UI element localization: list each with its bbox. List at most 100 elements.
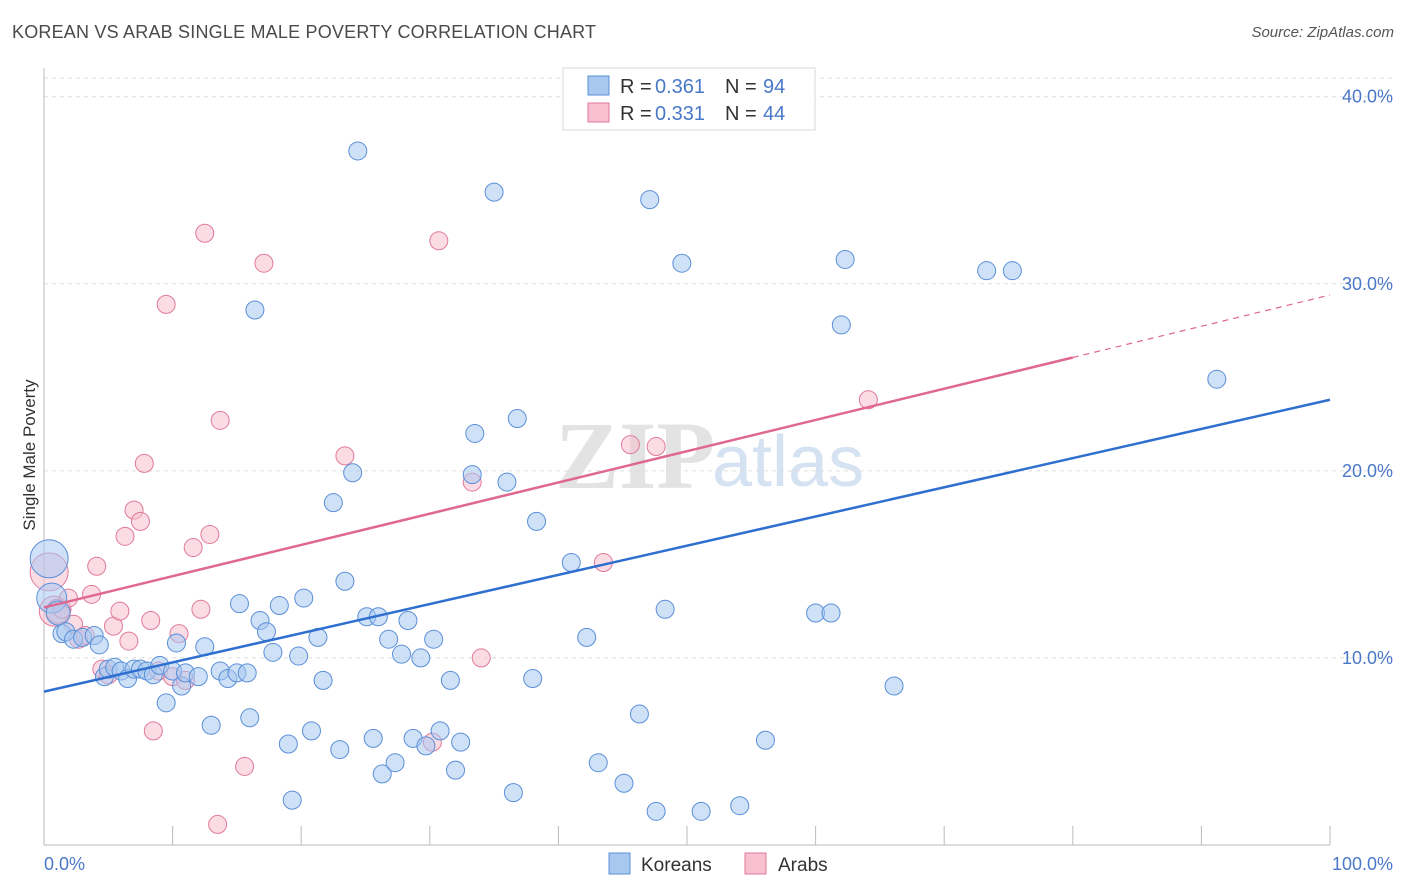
arab-point — [87, 556, 107, 576]
korean-point — [269, 596, 289, 616]
korean-point — [821, 603, 841, 623]
arab-point — [235, 756, 255, 776]
arab-point — [254, 253, 274, 273]
korean-point — [263, 642, 283, 662]
legend-korean-r-label: R = — [620, 76, 652, 98]
legend-bottom-korean-label: Koreans — [641, 855, 712, 876]
x-tick-label-min: 0.0% — [44, 854, 85, 874]
legend-bottom: Koreans Arabs — [608, 852, 828, 876]
legend-arab-r-label: R = — [620, 103, 652, 125]
legend-korean-swatch — [587, 75, 610, 96]
arab-point — [195, 223, 215, 243]
korean-point — [301, 721, 321, 741]
legend-bottom-arab-label: Arabs — [778, 855, 828, 876]
legend-arab-n-value: 44 — [763, 103, 785, 125]
korean-point — [831, 315, 851, 335]
arab-point — [471, 648, 491, 668]
arab-point — [119, 631, 139, 651]
korean-point — [430, 721, 450, 741]
axes — [43, 68, 1331, 846]
korean-point — [614, 773, 634, 793]
korean-point — [256, 622, 276, 642]
korean-point — [977, 261, 997, 281]
korean-point — [379, 629, 399, 649]
x-tick-label-max: 100.0% — [1332, 854, 1393, 874]
y-tick-label: 10.0% — [1342, 648, 1393, 668]
korean-point — [323, 493, 343, 513]
legend-korean-n-value: 94 — [763, 76, 785, 98]
korean-point — [424, 629, 444, 649]
y-tick-label: 40.0% — [1342, 87, 1393, 107]
arab-point — [134, 453, 154, 473]
korean-point — [672, 253, 692, 273]
arab-point — [858, 390, 878, 410]
korean-point — [646, 801, 666, 821]
korean-point — [484, 182, 504, 202]
korean-point — [156, 693, 176, 713]
korean-point — [588, 753, 608, 773]
y-tick-label: 20.0% — [1342, 461, 1393, 481]
chart-title: KOREAN VS ARAB SINGLE MALE POVERTY CORRE… — [12, 22, 597, 42]
korean-point — [282, 790, 302, 810]
korean-point — [577, 627, 597, 647]
legend-arab-swatch — [587, 102, 610, 123]
korean-point — [372, 764, 392, 784]
korean-point — [313, 670, 333, 690]
korean-point — [294, 588, 314, 608]
korean-point — [29, 539, 69, 579]
korean-point — [343, 463, 363, 483]
korean-point — [201, 715, 221, 735]
korean-point — [884, 676, 904, 696]
korean-point — [503, 783, 523, 803]
legend-arab-n-label: N = — [725, 103, 757, 125]
korean-point — [691, 801, 711, 821]
legend-arab-r-value: 0.331 — [655, 103, 705, 125]
korean-point — [755, 730, 775, 750]
arab-point — [191, 599, 211, 619]
arab-point — [646, 437, 666, 457]
arab-point — [141, 611, 161, 631]
korean-point — [416, 736, 436, 756]
trendlines — [43, 294, 1331, 693]
korean-point — [835, 249, 855, 269]
korean-point — [335, 571, 355, 591]
korean-point — [507, 408, 527, 428]
korean-point — [188, 667, 208, 687]
arab-point — [143, 721, 163, 741]
legend-bottom-arab-swatch — [744, 852, 767, 875]
source-credit: Source: ZipAtlas.com — [1251, 24, 1394, 41]
korean-point — [289, 646, 309, 666]
korean-point — [385, 753, 405, 773]
y-axis-label: Single Male Poverty — [20, 379, 39, 531]
legend-bottom-korean-swatch — [608, 852, 631, 875]
legend-korean-r-value: 0.361 — [655, 76, 705, 98]
arab-point — [110, 601, 130, 621]
watermark-zip: ZIP — [555, 402, 715, 509]
korean-point — [465, 423, 485, 443]
korean-point — [629, 704, 649, 724]
korean-trendline — [43, 398, 1331, 693]
korean-point — [166, 633, 186, 653]
korean-point — [462, 465, 482, 485]
korean-point — [523, 669, 543, 689]
arab-point — [210, 410, 230, 430]
korean-point — [348, 141, 368, 161]
arab-point — [335, 446, 355, 466]
arab-point — [156, 294, 176, 314]
korean-point — [446, 760, 466, 780]
legend-top: R = 0.361 N = 94 R = 0.331 N = 44 — [562, 67, 816, 131]
arab-trendline-extension — [1072, 294, 1331, 359]
korean-point — [655, 599, 675, 619]
korean-point — [278, 734, 298, 754]
y-tick-label: 30.0% — [1342, 274, 1393, 294]
watermark-atlas: atlas — [712, 422, 864, 502]
korean-point — [497, 472, 517, 492]
arab-point — [208, 814, 228, 834]
arab-trendline — [43, 356, 1074, 609]
korean-point — [240, 708, 260, 728]
arab-point — [130, 511, 150, 531]
korean-point — [411, 648, 431, 668]
y-tick-labels: 10.0% 20.0% 30.0% 40.0% — [1342, 87, 1393, 668]
arab-point — [200, 524, 220, 544]
